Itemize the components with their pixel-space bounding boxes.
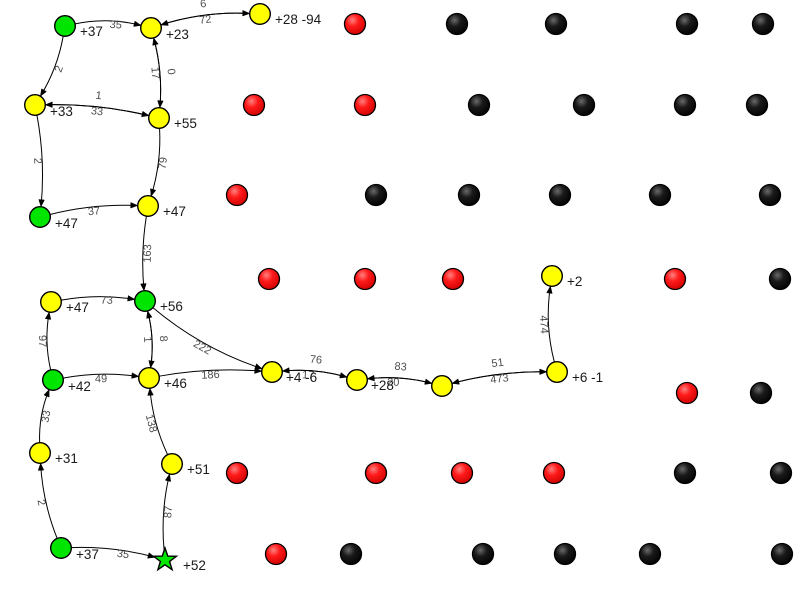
svg-text:35: 35 xyxy=(116,548,130,562)
svg-text:+6 -1: +6 -1 xyxy=(572,370,603,385)
svg-text:+51: +51 xyxy=(187,462,210,477)
svg-text:51: 51 xyxy=(491,357,505,370)
svg-text:+42: +42 xyxy=(68,379,91,394)
svg-text:83: 83 xyxy=(394,361,407,374)
svg-text:6: 6 xyxy=(200,0,208,11)
svg-text:72: 72 xyxy=(199,13,213,26)
svg-text:0: 0 xyxy=(165,68,177,75)
svg-text:+52: +52 xyxy=(183,558,206,573)
svg-text:+2: +2 xyxy=(567,274,582,289)
svg-text:87: 87 xyxy=(162,505,175,518)
svg-text:474: 474 xyxy=(537,315,550,334)
svg-text:+47: +47 xyxy=(55,216,78,231)
svg-text:37: 37 xyxy=(87,205,100,218)
svg-text:2: 2 xyxy=(31,158,43,165)
svg-text:8: 8 xyxy=(157,335,169,342)
svg-text:+31: +31 xyxy=(55,451,78,466)
svg-text:79: 79 xyxy=(157,156,170,170)
svg-text:+56: +56 xyxy=(160,299,183,314)
svg-text:35: 35 xyxy=(109,19,122,32)
svg-text:73: 73 xyxy=(100,295,113,307)
svg-text:+23: +23 xyxy=(166,27,189,42)
svg-text:+28: +28 xyxy=(371,378,394,393)
svg-text:1: 1 xyxy=(141,336,153,343)
svg-text:76: 76 xyxy=(309,354,322,367)
svg-text:163: 163 xyxy=(142,244,155,263)
svg-text:+37: +37 xyxy=(76,547,99,562)
svg-text:+55: +55 xyxy=(174,116,197,131)
svg-text:186: 186 xyxy=(201,369,220,382)
svg-text:97: 97 xyxy=(36,335,48,348)
svg-text:+4 -6: +4 -6 xyxy=(286,370,317,385)
svg-text:+37: +37 xyxy=(80,24,103,39)
svg-text:+28 -94: +28 -94 xyxy=(275,12,322,27)
svg-text:+33: +33 xyxy=(50,104,73,119)
svg-text:+47: +47 xyxy=(163,204,186,219)
svg-text:+46: +46 xyxy=(164,376,187,391)
svg-text:1: 1 xyxy=(95,90,102,103)
svg-text:33: 33 xyxy=(39,409,53,423)
svg-text:+47: +47 xyxy=(66,300,89,315)
svg-text:49: 49 xyxy=(95,373,107,385)
